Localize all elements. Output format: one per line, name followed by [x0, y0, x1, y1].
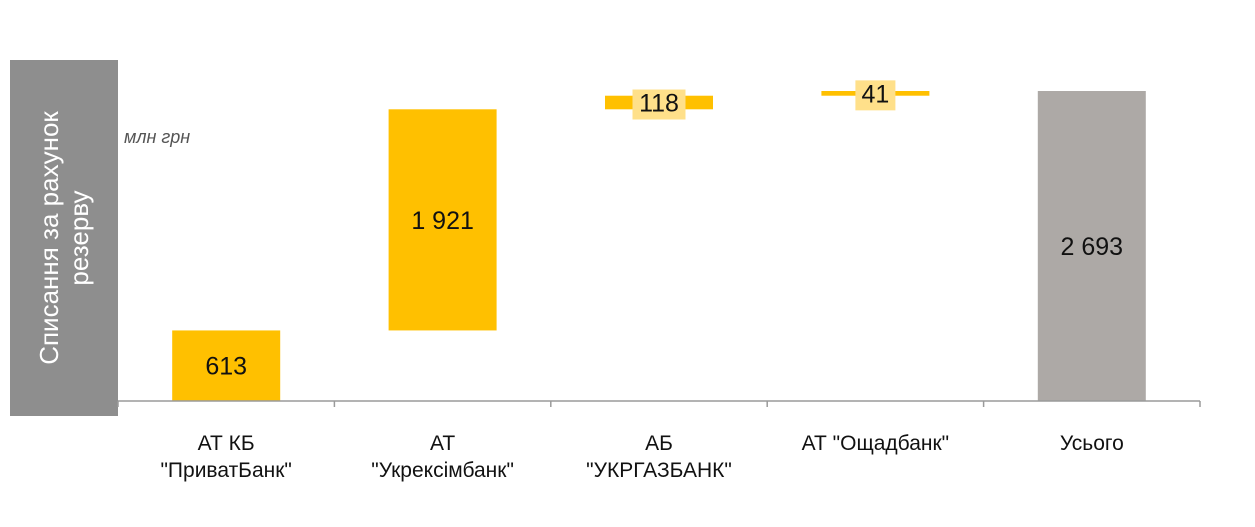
category-label: АТ "Укрексімбанк"	[371, 432, 514, 482]
bar	[172, 330, 281, 401]
category-label: АТ КБ "ПриватБанк"	[160, 432, 292, 482]
value-label-background	[632, 89, 686, 120]
value-label: 2 693	[1061, 233, 1124, 261]
bar-total	[1037, 91, 1146, 401]
category-label: АТ "Ощадбанк"	[801, 432, 950, 455]
value-label-background	[855, 80, 896, 111]
side-title-panel	[10, 60, 118, 416]
value-label: 1 921	[411, 207, 474, 235]
category-label: АБ "УКРГАЗБАНК"	[586, 432, 732, 482]
bar	[388, 109, 497, 331]
value-label: 118	[639, 90, 679, 118]
unit-label: млн грн	[124, 127, 191, 147]
category-label: Усього	[1059, 432, 1124, 455]
value-label: 613	[205, 353, 247, 381]
value-label: 41	[861, 80, 889, 108]
